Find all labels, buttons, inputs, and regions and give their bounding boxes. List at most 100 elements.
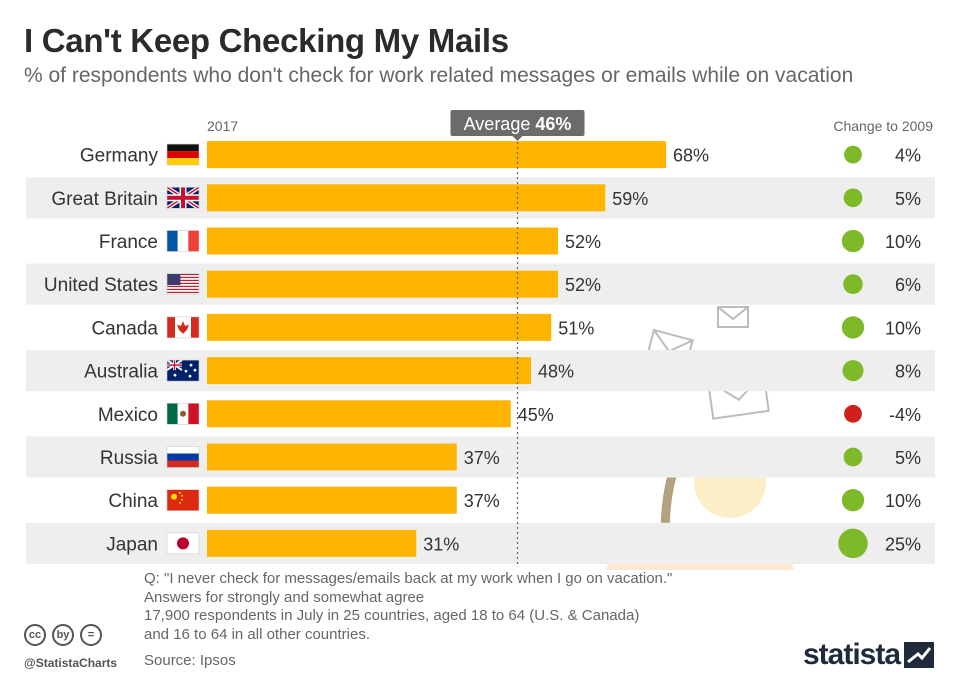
change-dot: [838, 528, 868, 559]
flag-part: [167, 144, 199, 152]
change-dot: [841, 489, 865, 512]
change-dot: [843, 447, 863, 467]
australia-flag: [166, 359, 200, 382]
category-label: Australia: [84, 362, 158, 383]
by-icon: by: [52, 624, 74, 646]
flag-part: [167, 275, 199, 277]
japan-flag: [166, 532, 200, 555]
change-dot: [841, 229, 865, 253]
cc-icon: cc: [24, 624, 46, 646]
usa-flag: [166, 273, 200, 296]
source-text: Source: Ipsos: [144, 652, 236, 669]
change-label: -4%: [889, 405, 921, 425]
bar: [207, 184, 606, 212]
value-label: 52%: [565, 232, 601, 252]
china-flag: [166, 489, 200, 512]
footnote: Q: "I never check for messages/emails ba…: [144, 570, 672, 644]
flag-part: [177, 230, 189, 252]
flag-part: [167, 195, 199, 200]
statista-logo-icon: [904, 642, 934, 668]
value-label: 37%: [464, 448, 500, 468]
flag-part: [167, 291, 199, 294]
flag-part: [184, 369, 188, 373]
flag-part: [167, 278, 199, 280]
flag-border: [166, 316, 200, 339]
bar: [207, 486, 457, 514]
nd-icon: =: [80, 624, 102, 646]
chart-title: I Can't Keep Checking My Mails: [24, 22, 509, 59]
bar: [207, 443, 457, 471]
flag-part: [167, 403, 178, 425]
flag-part: [167, 288, 199, 291]
flag-part: [189, 363, 193, 367]
change-label: 25%: [885, 534, 921, 554]
value-label: 48%: [538, 362, 574, 382]
change-label: 10%: [885, 232, 921, 252]
footnote-line: Answers for strongly and somewhat agree: [144, 588, 425, 606]
flag-part: [167, 276, 199, 279]
value-label: 68%: [673, 146, 709, 166]
statista-logo: statista: [803, 638, 901, 671]
chart-subtitle: % of respondents who don't check for wor…: [24, 64, 854, 87]
category-label: France: [99, 232, 158, 253]
row-stripe: [26, 522, 935, 564]
flag-part: [167, 279, 199, 282]
category-label: China: [108, 491, 158, 512]
average-badge: [450, 110, 585, 136]
flag-part: [167, 293, 199, 295]
flag-part: [188, 374, 192, 378]
year-label: 2017: [207, 118, 238, 134]
flag-part: [191, 316, 199, 338]
france-flag: [166, 230, 200, 252]
change-dot: [843, 274, 863, 294]
footnote-line: Q: "I never check for messages/emails ba…: [144, 570, 673, 587]
flag-border: [166, 359, 200, 382]
flag-border: [166, 230, 200, 252]
flag-part: [181, 494, 183, 497]
bar-chart: 2017 Change to 2009 Germany 68% 4% Great Brit…: [26, 110, 935, 570]
flag-part: [167, 446, 199, 454]
flag-border: [166, 187, 200, 209]
flag-border: [166, 143, 200, 166]
bar: [207, 313, 552, 341]
category-label: Japan: [106, 534, 158, 555]
change-header: Change to 2009: [833, 118, 933, 134]
average-label: Average 46%: [464, 114, 572, 134]
category-label: Germany: [80, 146, 159, 167]
category-label: Russia: [100, 448, 159, 469]
flag-part: [167, 230, 178, 252]
category-label: United States: [44, 275, 158, 296]
flag-part: [167, 316, 175, 338]
change-label: 5%: [895, 448, 921, 468]
russia-flag: [166, 446, 200, 468]
flag-part: [167, 273, 181, 286]
flag-part: [167, 284, 199, 286]
flag-part: [167, 364, 182, 366]
change-label: 8%: [895, 362, 921, 382]
germany-flag: [166, 143, 200, 166]
flag-part: [167, 290, 199, 292]
flag-part: [167, 285, 199, 288]
average-badge-pointer: [512, 136, 523, 141]
uk-flag: [165, 185, 201, 210]
average-label-text: Average: [464, 114, 536, 134]
value-label: 59%: [612, 189, 648, 209]
category-label: Canada: [91, 318, 158, 339]
envelope-icon: [717, 306, 749, 328]
flag-part: [167, 282, 199, 285]
flag-part: [167, 158, 199, 166]
category-label: Great Britain: [51, 189, 158, 210]
flag-part: [167, 453, 199, 461]
change-dot: [844, 145, 862, 164]
flag-part: [167, 287, 199, 289]
change-dot: [842, 360, 864, 382]
footnote-line: and 16 to 64 in all other countries.: [144, 625, 370, 643]
bar: [207, 141, 666, 169]
value-label: 45%: [518, 405, 554, 425]
average-label-value: 46%: [535, 114, 571, 134]
flag-part: [177, 320, 189, 334]
flag-part: [173, 373, 177, 377]
license-icons: cc by =: [24, 624, 108, 646]
flag-part: [171, 493, 177, 500]
category-label: Mexico: [98, 405, 158, 426]
